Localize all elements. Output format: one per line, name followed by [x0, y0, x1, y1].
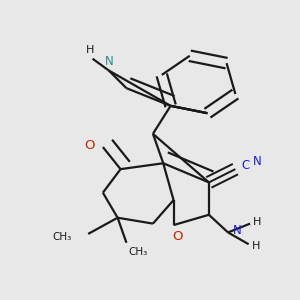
Text: CH₃: CH₃	[128, 247, 147, 257]
Text: O: O	[84, 139, 95, 152]
Text: C: C	[241, 159, 250, 172]
Text: H: H	[85, 45, 94, 55]
Text: O: O	[173, 230, 183, 243]
Text: CH₃: CH₃	[53, 232, 72, 242]
Text: H: H	[252, 241, 260, 251]
Text: H: H	[253, 217, 262, 227]
Text: N: N	[232, 224, 241, 238]
Text: N: N	[104, 55, 113, 68]
Text: N: N	[253, 155, 262, 168]
